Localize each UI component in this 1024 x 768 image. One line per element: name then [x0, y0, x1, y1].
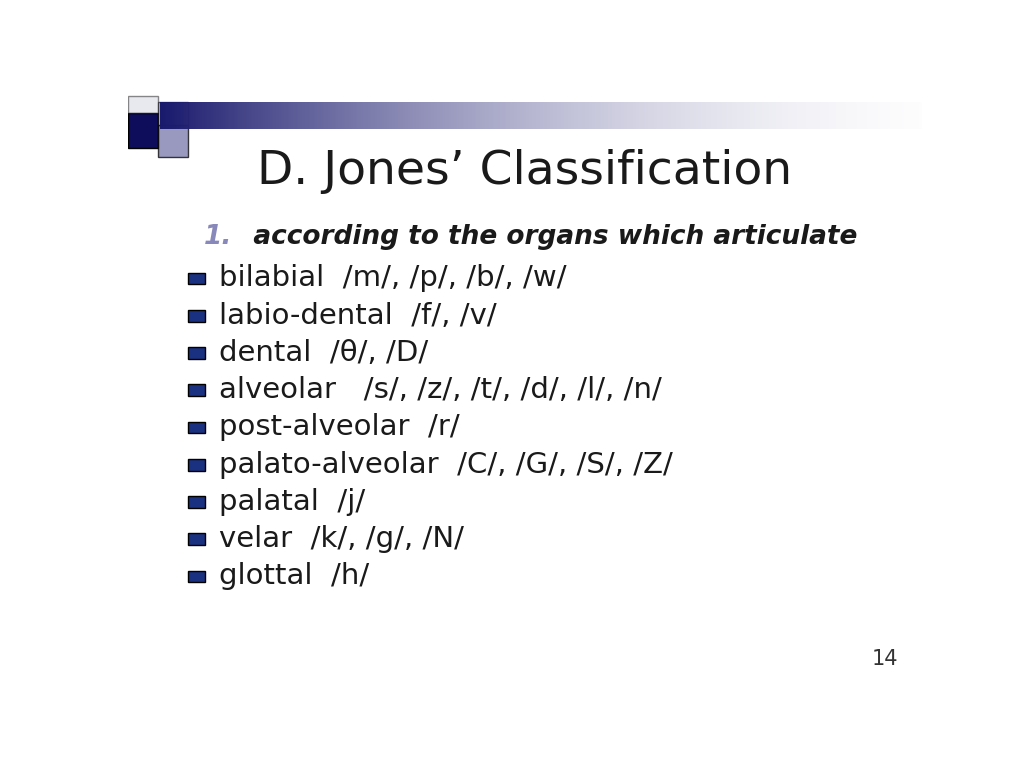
FancyBboxPatch shape [187, 571, 205, 582]
Text: post-alveolar  /r/: post-alveolar /r/ [219, 413, 460, 442]
Text: velar  /k/, /g/, /N/: velar /k/, /g/, /N/ [219, 525, 464, 553]
FancyBboxPatch shape [187, 347, 205, 359]
Text: alveolar   /s/, /z/, /t/, /d/, /l/, /n/: alveolar /s/, /z/, /t/, /d/, /l/, /n/ [219, 376, 663, 404]
FancyBboxPatch shape [128, 113, 158, 148]
FancyBboxPatch shape [187, 533, 205, 545]
Text: dental  /θ/, /D/: dental /θ/, /D/ [219, 339, 428, 367]
FancyBboxPatch shape [187, 458, 205, 471]
FancyBboxPatch shape [158, 102, 188, 124]
Text: palatal  /j/: palatal /j/ [219, 488, 366, 516]
FancyBboxPatch shape [187, 496, 205, 508]
FancyBboxPatch shape [158, 124, 188, 157]
FancyBboxPatch shape [187, 422, 205, 433]
Text: palato-alveolar  /C/, /G/, /S/, /Z/: palato-alveolar /C/, /G/, /S/, /Z/ [219, 451, 673, 478]
Text: glottal  /h/: glottal /h/ [219, 562, 370, 591]
FancyBboxPatch shape [128, 96, 158, 113]
Text: 1.: 1. [204, 224, 231, 250]
Text: D. Jones’ Classification: D. Jones’ Classification [257, 150, 793, 194]
Text: according to the organs which articulate: according to the organs which articulate [225, 224, 857, 250]
FancyBboxPatch shape [187, 273, 205, 284]
FancyBboxPatch shape [187, 310, 205, 322]
Text: bilabial  /m/, /p/, /b/, /w/: bilabial /m/, /p/, /b/, /w/ [219, 264, 567, 293]
FancyBboxPatch shape [187, 384, 205, 396]
Text: labio-dental  /f/, /v/: labio-dental /f/, /v/ [219, 302, 497, 329]
Text: 14: 14 [871, 649, 898, 669]
